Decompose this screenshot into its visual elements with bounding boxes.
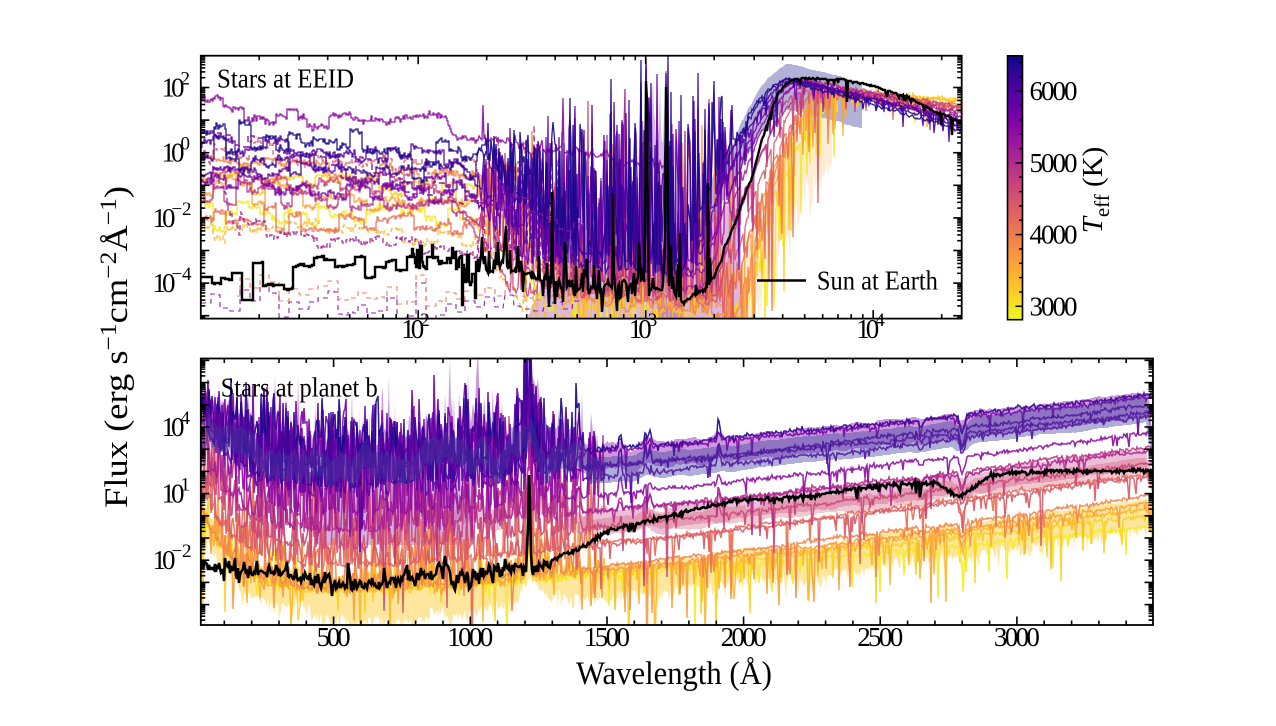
svg-text:3000: 3000	[1030, 291, 1078, 321]
svg-text:102: 102	[401, 310, 430, 344]
svg-text:1500: 1500	[584, 622, 630, 652]
svg-text:10−2: 10−2	[153, 541, 192, 575]
svg-text:3000: 3000	[994, 622, 1040, 652]
svg-text:5000: 5000	[1030, 148, 1078, 178]
svg-text:Teff (K): Teff (K)	[1077, 147, 1114, 234]
svg-text:104: 104	[856, 310, 885, 344]
svg-text:Wavelength (Å): Wavelength (Å)	[576, 655, 772, 692]
svg-text:103: 103	[629, 310, 658, 344]
svg-text:104: 104	[162, 408, 191, 442]
svg-text:Sun at Earth: Sun at Earth	[817, 265, 938, 296]
svg-text:6000: 6000	[1030, 76, 1078, 106]
svg-text:500: 500	[317, 622, 351, 652]
svg-text:Stars at planet b: Stars at planet b	[221, 372, 378, 403]
svg-text:10−2: 10−2	[153, 199, 192, 233]
svg-text:Stars at EEID: Stars at EEID	[217, 63, 354, 94]
svg-text:100: 100	[162, 134, 191, 168]
svg-text:2000: 2000	[721, 622, 767, 652]
svg-text:102: 102	[162, 69, 191, 103]
svg-text:4000: 4000	[1030, 220, 1078, 250]
svg-text:1000: 1000	[447, 622, 493, 652]
svg-text:10−4: 10−4	[153, 264, 193, 298]
svg-text:2500: 2500	[857, 622, 903, 652]
svg-text:Flux (erg s−1cm−2Å−1): Flux (erg s−1cm−2Å−1)	[96, 186, 135, 508]
svg-text:101: 101	[162, 475, 191, 509]
